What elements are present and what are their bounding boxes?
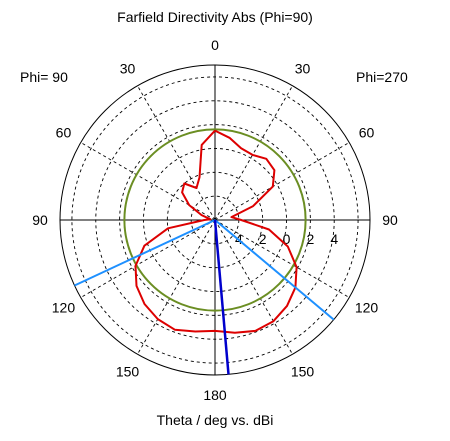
grid-spoke [80,142,216,221]
beam-line [74,219,216,287]
pattern-layer [74,128,335,375]
grid-spoke [214,219,293,355]
angle-label: 0 [211,37,219,53]
angle-label: 180 [203,387,227,403]
grid-spoke [137,85,216,221]
x-axis-label: Theta / deg vs. dBi [157,412,274,428]
grid-spoke [214,219,350,298]
polar-grid [59,64,371,376]
radial-label: 2 [259,231,267,247]
angle-label: 150 [116,364,140,380]
angle-label: 30 [295,60,311,76]
radial-label: 0 [283,231,291,247]
pattern-curve [134,129,298,334]
grid-spoke [214,142,350,221]
angle-label: 60 [359,125,375,141]
angle-label: 30 [120,60,136,76]
angle-label: 120 [355,300,379,316]
angle-label: 90 [32,212,48,228]
grid-spoke [80,219,216,298]
phi-left-label: Phi= 90 [20,69,68,85]
angle-label: 90 [382,212,398,228]
angle-label: 120 [52,300,76,316]
phi-right-label: Phi=270 [356,69,408,85]
radial-label: 2 [306,231,314,247]
beam-line [214,219,335,321]
radial-label: 4 [330,231,338,247]
grid-spoke [137,219,216,355]
angle-label: 150 [291,364,315,380]
angle-tick-labels: 0 30 30 60 60 90 90 120 120 150 150 180 [32,37,398,403]
main-lobe-line [213,219,230,375]
grid-spoke [214,85,293,221]
reference-circle [123,128,307,312]
chart-title: Farfield Directivity Abs (Phi=90) [117,9,313,25]
angle-label: 60 [56,125,72,141]
